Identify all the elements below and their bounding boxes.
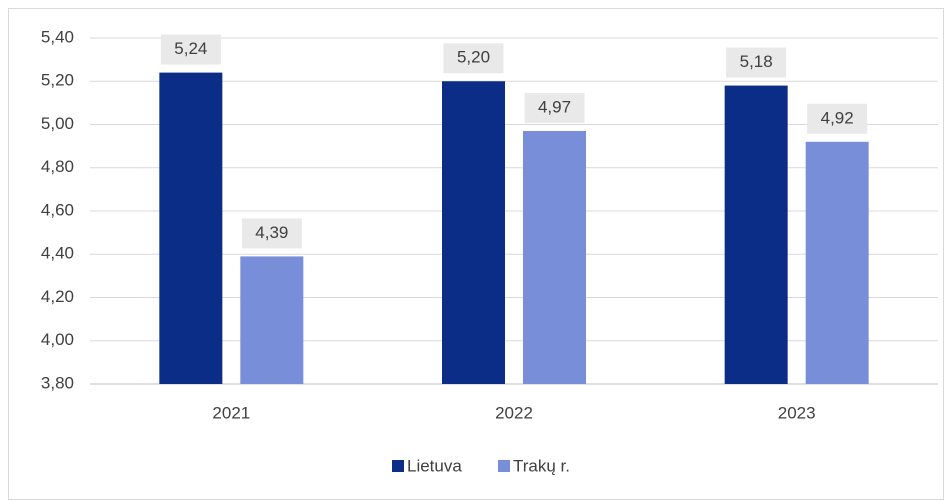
y-tick-label: 4,20 — [41, 287, 74, 306]
data-label: 5,20 — [457, 48, 490, 67]
bar — [442, 81, 505, 384]
data-label: 5,18 — [740, 52, 773, 71]
data-label: 4,39 — [255, 223, 288, 242]
y-tick-label: 5,00 — [41, 114, 74, 133]
data-label-box — [524, 92, 585, 123]
y-tick-label: 4,80 — [41, 157, 74, 176]
legend-swatch — [392, 460, 404, 472]
y-tick-label: 5,40 — [41, 27, 74, 46]
y-tick-label: 4,00 — [41, 330, 74, 349]
data-label: 4,97 — [538, 97, 571, 116]
bar — [240, 256, 304, 384]
data-label-box — [443, 43, 504, 74]
data-label: 5,24 — [174, 39, 207, 58]
legend-label: Lietuva — [407, 456, 462, 475]
y-tick-label: 5,20 — [41, 71, 74, 90]
y-tick-label: 4,40 — [41, 244, 74, 263]
y-tick-label: 4,60 — [41, 200, 74, 219]
legend-swatch — [498, 460, 510, 472]
bar — [724, 85, 788, 384]
bar — [805, 141, 869, 384]
bar — [159, 72, 223, 384]
legend-label: Trakų r. — [513, 456, 570, 475]
x-tick-label: 2023 — [778, 403, 816, 422]
data-label-box — [807, 103, 868, 134]
data-label: 4,92 — [821, 108, 854, 127]
bar — [523, 130, 586, 384]
data-label-box — [241, 218, 302, 249]
data-label-box — [726, 47, 787, 78]
y-tick-label: 3,80 — [41, 373, 74, 392]
x-tick-label: 2022 — [495, 403, 533, 422]
x-tick-label: 2021 — [212, 403, 250, 422]
data-label-box — [160, 34, 221, 65]
